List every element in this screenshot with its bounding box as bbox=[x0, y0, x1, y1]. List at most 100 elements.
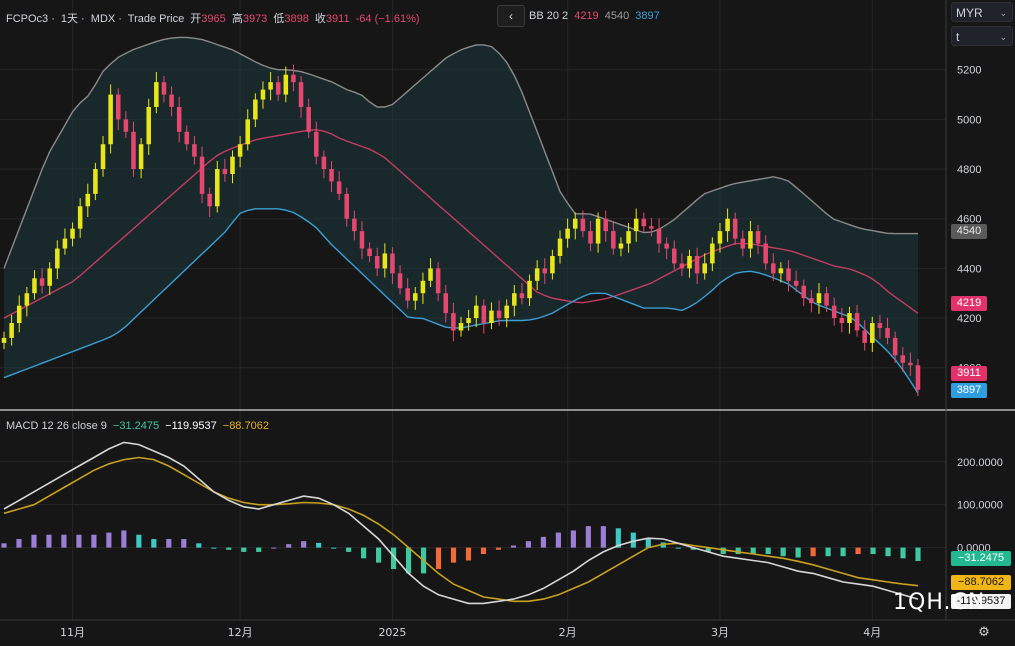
candle-body bbox=[481, 305, 487, 324]
candle-body bbox=[329, 169, 334, 182]
candle-body bbox=[39, 278, 45, 286]
macd-histogram-bar bbox=[675, 547, 681, 549]
settings-gear-icon[interactable]: ⚙ bbox=[978, 624, 990, 639]
macd-histogram-bar bbox=[286, 544, 292, 548]
macd-histogram-bar bbox=[241, 547, 247, 552]
candle-body bbox=[496, 310, 502, 319]
macd-histogram-bar bbox=[900, 547, 906, 559]
candle-body bbox=[199, 156, 205, 194]
candle-body bbox=[862, 330, 867, 343]
candle-body bbox=[732, 218, 738, 239]
candle-body bbox=[237, 144, 243, 157]
bb-fill bbox=[4, 37, 918, 394]
candle-body bbox=[854, 313, 860, 331]
candle-body bbox=[633, 218, 639, 232]
candle-body bbox=[268, 82, 273, 90]
candle-body bbox=[519, 293, 525, 299]
candle-body bbox=[108, 94, 113, 145]
currency-select[interactable]: MYR ⌄ bbox=[951, 2, 1013, 22]
macd-histogram-bar bbox=[376, 547, 382, 563]
symbol-name[interactable]: FCPOc3 bbox=[6, 13, 49, 25]
macd-label[interactable]: MACD 12 26 close 9 bbox=[6, 420, 107, 432]
candle-body bbox=[466, 318, 471, 324]
candle-body bbox=[915, 365, 921, 390]
candle-body bbox=[611, 231, 616, 249]
candle-body bbox=[275, 82, 281, 95]
candle-body bbox=[336, 181, 342, 194]
candle-body bbox=[32, 278, 37, 294]
bb-basis-value: 4219 bbox=[574, 10, 599, 22]
macd-tick-label: 100.0000 bbox=[957, 500, 1003, 512]
bb-lower-value: 3897 bbox=[635, 10, 660, 22]
candle-body bbox=[649, 226, 654, 229]
candle-body bbox=[687, 255, 692, 269]
candle-body bbox=[656, 228, 662, 244]
candle-body bbox=[451, 313, 456, 331]
macd-histogram-bar bbox=[226, 547, 232, 550]
candle-body bbox=[771, 263, 776, 274]
change-value: -64 (−1.61%) bbox=[355, 13, 420, 25]
candle-body bbox=[542, 268, 548, 274]
candle-body bbox=[755, 231, 761, 244]
macd-histogram-bar bbox=[316, 542, 322, 548]
macd-histogram-bar bbox=[136, 534, 142, 548]
macd-histogram-bar bbox=[211, 547, 217, 549]
time-tick-label: 12月 bbox=[228, 626, 253, 639]
candle-body bbox=[786, 268, 791, 281]
low-value: 3898 bbox=[284, 13, 309, 25]
candle-body bbox=[839, 318, 845, 324]
macd-legend: MACD 12 26 close 9 −31.2475 −119.9537 −8… bbox=[6, 420, 272, 432]
candle-body bbox=[55, 248, 60, 269]
candle-body bbox=[344, 193, 350, 219]
price-tick-label: 4800 bbox=[957, 164, 981, 176]
scale-select[interactable]: t ⌄ bbox=[951, 26, 1013, 46]
macd-histogram-bar bbox=[301, 541, 307, 548]
macd-histogram-bar bbox=[196, 543, 202, 548]
candle-body bbox=[512, 293, 517, 306]
chevron-down-icon: ⌄ bbox=[999, 8, 1007, 18]
candle-body bbox=[321, 156, 327, 170]
candle-body bbox=[458, 323, 464, 331]
collapse-legend-button[interactable]: ‹ bbox=[497, 5, 525, 27]
macd-histogram-bar bbox=[915, 547, 921, 562]
candle-body bbox=[161, 82, 167, 95]
bb-label[interactable]: BB 20 2 bbox=[529, 10, 569, 22]
time-tick-label: 3月 bbox=[711, 626, 729, 639]
candle-body bbox=[641, 218, 647, 227]
macd-histogram-bar bbox=[181, 539, 187, 548]
macd-histogram-bar bbox=[645, 538, 651, 548]
macd-histogram-bar bbox=[660, 542, 666, 548]
candle-body bbox=[146, 106, 151, 145]
macd-histogram-bar bbox=[795, 547, 801, 558]
candle-body bbox=[154, 82, 159, 107]
exchange: MDX bbox=[90, 13, 116, 25]
macd-histogram-bar bbox=[331, 547, 337, 549]
candle-body bbox=[473, 305, 479, 319]
candle-body bbox=[626, 231, 631, 244]
candle-body bbox=[253, 99, 258, 120]
macd-histogram-bar bbox=[600, 526, 606, 548]
candle-body bbox=[222, 169, 228, 175]
candle-body bbox=[314, 131, 319, 157]
bb-basis-tag: 4219 bbox=[951, 296, 987, 311]
macd-histogram-bar bbox=[825, 547, 831, 557]
high-label: 高 bbox=[231, 13, 243, 25]
candle-body bbox=[534, 268, 540, 281]
candle-body bbox=[359, 231, 365, 249]
macd-histogram-bar bbox=[555, 532, 561, 548]
candle-body bbox=[192, 144, 197, 157]
macd-histogram-bar bbox=[31, 534, 37, 548]
candle-body bbox=[572, 218, 578, 229]
macd-histogram-bar bbox=[61, 534, 67, 548]
candle-body bbox=[93, 169, 98, 194]
candle-body bbox=[588, 231, 593, 244]
interval: 1天 bbox=[60, 13, 79, 25]
candle-body bbox=[176, 106, 182, 132]
macd-histogram-bar bbox=[780, 547, 786, 557]
macd-histogram-bar bbox=[585, 526, 591, 548]
close-value: 3911 bbox=[325, 13, 350, 25]
macd-histogram-bar bbox=[855, 547, 861, 555]
main-legend: FCPOc3 · 1天 · MDX · Trade Price 开3965 高3973… bbox=[6, 13, 420, 25]
candle-body bbox=[717, 231, 723, 244]
